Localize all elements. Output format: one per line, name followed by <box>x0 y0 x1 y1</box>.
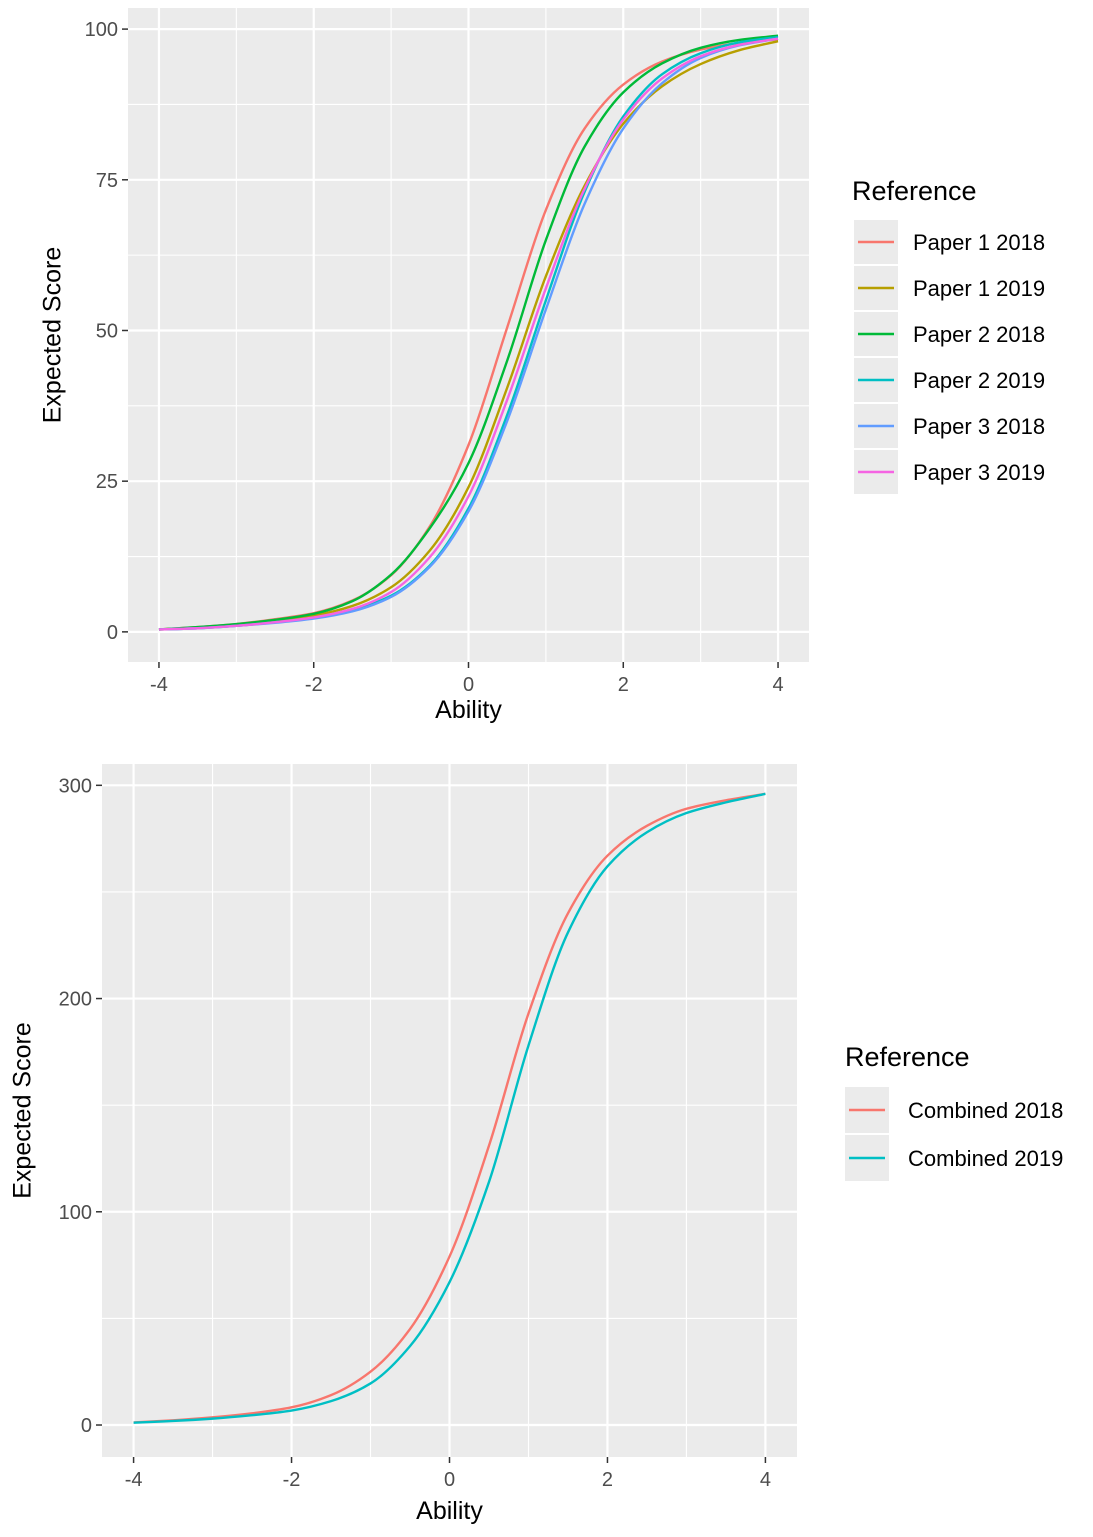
legend-item: Paper 1 2018 <box>854 220 1045 264</box>
legend-label: Paper 3 2019 <box>913 460 1045 485</box>
x-axis-title: Ability <box>416 1497 483 1525</box>
x-tick-label: -4 <box>150 674 168 696</box>
series-line-6 <box>158 37 779 631</box>
series-line-2 <box>133 792 766 1424</box>
legend-label: Paper 3 2018 <box>913 414 1045 439</box>
x-axis-title: Ability <box>435 696 502 724</box>
y-tick-label: 300 <box>59 775 92 797</box>
x-tick-label: 4 <box>772 674 783 696</box>
chart-1: -4 -2 0 2 4 0 25 50 75 100 Ability Expected Score Re… <box>39 8 1045 724</box>
legend-title: Reference <box>852 176 977 206</box>
legend-item: Paper 2 2018 <box>854 312 1045 356</box>
legend-title: Reference <box>845 1042 970 1072</box>
legend-item: Paper 2 2019 <box>854 358 1045 402</box>
x-tick-label: -2 <box>305 674 323 696</box>
legend-label: Paper 1 2018 <box>913 230 1045 255</box>
x-tick-label: -4 <box>125 1469 143 1491</box>
legend-item: Combined 2019 <box>845 1135 1063 1181</box>
x-tick-label: 4 <box>760 1469 771 1491</box>
series-line-3 <box>158 34 779 631</box>
legend: Reference Paper 1 2018 Paper 1 2019 Paper 2… <box>852 176 1045 494</box>
legend-label: Combined 2018 <box>908 1098 1063 1123</box>
chart-2: -4 -2 0 2 4 0 100 200 300 Ability Expected Score Re… <box>9 764 1063 1525</box>
series-lines <box>158 34 779 631</box>
legend-label: Combined 2019 <box>908 1146 1063 1171</box>
y-tick-label: 75 <box>96 170 118 192</box>
y-tick-label: 50 <box>96 320 118 342</box>
legend-item: Paper 1 2019 <box>854 266 1045 310</box>
legend-label: Paper 1 2019 <box>913 276 1045 301</box>
x-tick-label: 2 <box>602 1469 613 1491</box>
gridlines <box>128 8 809 662</box>
y-tick-label: 0 <box>81 1415 92 1437</box>
legend-item: Combined 2018 <box>845 1087 1063 1133</box>
series-line-1 <box>133 792 766 1424</box>
y-tick-label: 200 <box>59 989 92 1011</box>
x-tick-label: -2 <box>283 1469 301 1491</box>
legend-label: Paper 2 2018 <box>913 322 1045 347</box>
y-tick-label: 0 <box>107 622 118 644</box>
x-tick-label: 2 <box>618 674 629 696</box>
axes: -4 -2 0 2 4 0 25 50 75 100 <box>85 19 784 696</box>
gridlines <box>102 764 797 1457</box>
x-tick-label: 0 <box>463 674 474 696</box>
y-tick-label: 100 <box>85 19 118 41</box>
y-tick-label: 100 <box>59 1202 92 1224</box>
series-lines <box>133 792 766 1424</box>
legend: Reference Combined 2018 Combined 2019 <box>845 1042 1063 1181</box>
y-axis-title: Expected Score <box>9 1022 37 1199</box>
x-tick-label: 0 <box>444 1469 455 1491</box>
legend-item: Paper 3 2018 <box>854 404 1045 448</box>
y-axis-title: Expected Score <box>39 247 67 424</box>
axes: -4 -2 0 2 4 0 100 200 300 <box>59 775 771 1491</box>
legend-label: Paper 2 2019 <box>913 368 1045 393</box>
y-tick-label: 25 <box>96 471 118 493</box>
legend-item: Paper 3 2019 <box>854 450 1045 494</box>
